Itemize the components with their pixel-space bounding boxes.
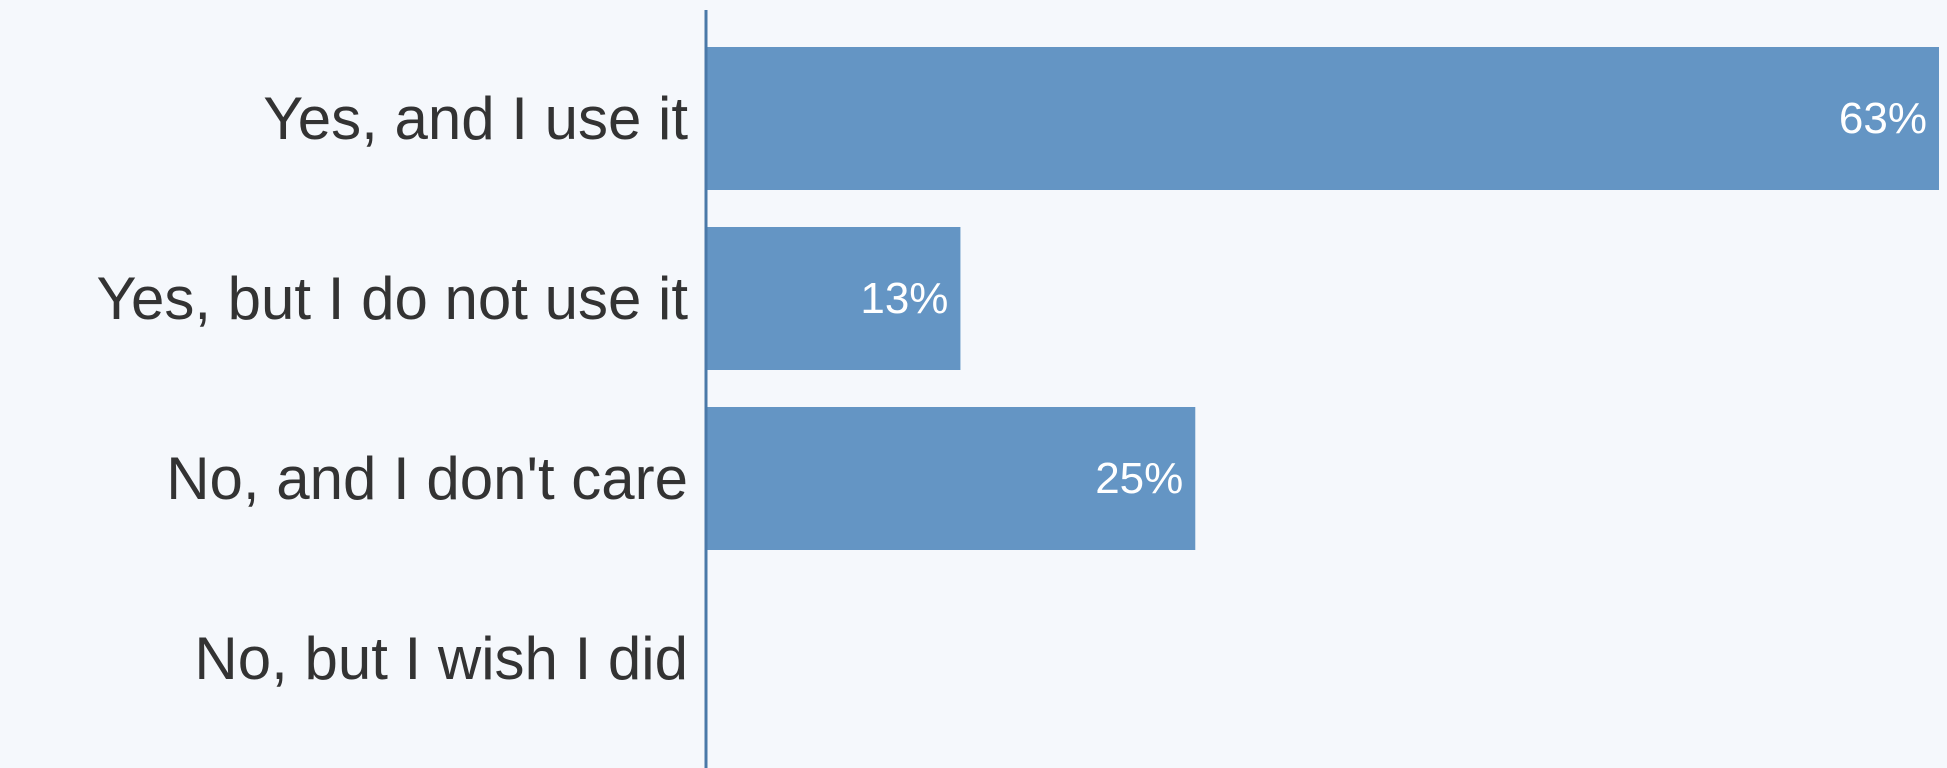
value-label: 13%	[860, 274, 948, 323]
bar	[706, 47, 1939, 190]
category-labels-layer: Yes, and I use it Yes, but I do not use i…	[96, 85, 688, 692]
bar	[706, 407, 1196, 550]
bar	[706, 227, 961, 370]
category-label: No, but I wish I did	[194, 625, 688, 692]
bars-layer	[706, 47, 1939, 550]
category-label: No, and I don't care	[166, 445, 688, 512]
value-label: 63%	[1839, 94, 1927, 143]
category-label: Yes, but I do not use it	[96, 265, 688, 332]
value-labels-layer: 63% 13% 25%	[860, 94, 1927, 503]
value-label: 25%	[1095, 454, 1183, 503]
category-label: Yes, and I use it	[263, 85, 688, 152]
